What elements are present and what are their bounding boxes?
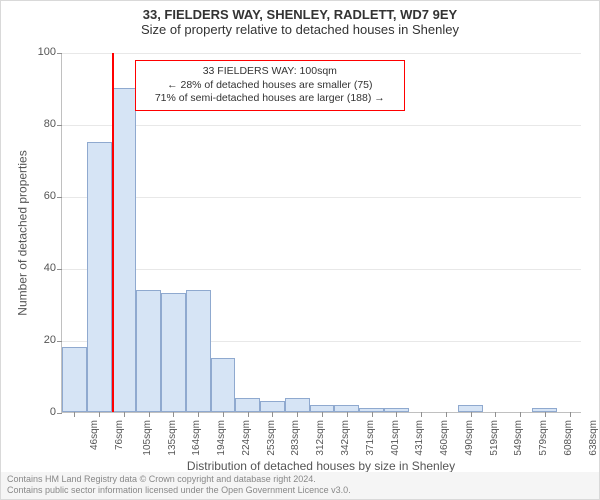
xtick-label: 253sqm bbox=[265, 420, 276, 456]
histogram-bar bbox=[136, 290, 161, 412]
y-axis-label: Number of detached properties bbox=[15, 53, 31, 413]
xtick-mark bbox=[124, 412, 125, 417]
xtick-mark bbox=[322, 412, 323, 417]
xtick-label: 638sqm bbox=[587, 420, 598, 456]
callout-line-2: ← 28% of detached houses are smaller (75… bbox=[144, 79, 396, 93]
histogram-bar bbox=[87, 142, 112, 412]
xtick-label: 283sqm bbox=[290, 420, 301, 456]
xtick-label: 460sqm bbox=[439, 420, 450, 456]
x-axis-label: Distribution of detached houses by size … bbox=[61, 459, 581, 473]
attribution-footer: Contains HM Land Registry data © Crown c… bbox=[1, 472, 599, 499]
histogram-bar bbox=[112, 88, 137, 412]
ytick-label: 80 bbox=[44, 118, 56, 130]
xtick-label: 135sqm bbox=[166, 420, 177, 456]
callout-line-1: 33 FIELDERS WAY: 100sqm bbox=[144, 65, 396, 79]
ytick-label: 0 bbox=[50, 406, 56, 418]
ytick-mark bbox=[57, 413, 62, 414]
ytick-mark bbox=[57, 269, 62, 270]
plot-area: 02040608010046sqm76sqm105sqm135sqm164sqm… bbox=[61, 53, 581, 413]
histogram-bar bbox=[260, 401, 285, 412]
histogram-bar bbox=[211, 358, 236, 412]
ytick-mark bbox=[57, 125, 62, 126]
attribution-line-2: Contains public sector information licen… bbox=[7, 485, 593, 496]
histogram-bar bbox=[285, 398, 310, 412]
xtick-mark bbox=[198, 412, 199, 417]
xtick-mark bbox=[173, 412, 174, 417]
xtick-mark bbox=[446, 412, 447, 417]
xtick-mark bbox=[99, 412, 100, 417]
xtick-mark bbox=[570, 412, 571, 417]
histogram-bar bbox=[458, 405, 483, 412]
xtick-mark bbox=[248, 412, 249, 417]
xtick-label: 312sqm bbox=[315, 420, 326, 456]
callout-line-3: 71% of semi-detached houses are larger (… bbox=[144, 92, 396, 106]
xtick-mark bbox=[272, 412, 273, 417]
xtick-label: 519sqm bbox=[488, 420, 499, 456]
xtick-label: 371sqm bbox=[365, 420, 376, 456]
histogram-bar bbox=[235, 398, 260, 412]
histogram-bar bbox=[310, 405, 335, 412]
gridline bbox=[62, 125, 581, 126]
ytick-mark bbox=[57, 197, 62, 198]
xtick-label: 76sqm bbox=[114, 420, 125, 450]
xtick-label: 490sqm bbox=[464, 420, 475, 456]
xtick-mark bbox=[74, 412, 75, 417]
gridline bbox=[62, 197, 581, 198]
ytick-mark bbox=[57, 341, 62, 342]
xtick-mark bbox=[471, 412, 472, 417]
xtick-label: 105sqm bbox=[142, 420, 153, 456]
page-title: 33, FIELDERS WAY, SHENLEY, RADLETT, WD7 … bbox=[1, 1, 599, 22]
ytick-label: 60 bbox=[44, 190, 56, 202]
ytick-label: 40 bbox=[44, 262, 56, 274]
histogram-bar bbox=[186, 290, 211, 412]
ytick-mark bbox=[57, 53, 62, 54]
xtick-label: 46sqm bbox=[89, 420, 100, 450]
ytick-label: 100 bbox=[38, 46, 56, 58]
subject-marker-line bbox=[112, 53, 114, 412]
xtick-mark bbox=[421, 412, 422, 417]
histogram-bar bbox=[334, 405, 359, 412]
callout-box: 33 FIELDERS WAY: 100sqm← 28% of detached… bbox=[135, 60, 405, 111]
xtick-mark bbox=[372, 412, 373, 417]
xtick-label: 401sqm bbox=[389, 420, 400, 456]
xtick-mark bbox=[223, 412, 224, 417]
xtick-label: 194sqm bbox=[216, 420, 227, 456]
xtick-mark bbox=[495, 412, 496, 417]
page-subtitle: Size of property relative to detached ho… bbox=[1, 22, 599, 41]
xtick-mark bbox=[520, 412, 521, 417]
xtick-label: 579sqm bbox=[538, 420, 549, 456]
xtick-mark bbox=[297, 412, 298, 417]
gridline bbox=[62, 53, 581, 54]
attribution-line-1: Contains HM Land Registry data © Crown c… bbox=[7, 474, 593, 485]
xtick-mark bbox=[396, 412, 397, 417]
xtick-label: 549sqm bbox=[513, 420, 524, 456]
xtick-mark bbox=[347, 412, 348, 417]
xtick-label: 608sqm bbox=[563, 420, 574, 456]
histogram-chart: 02040608010046sqm76sqm105sqm135sqm164sqm… bbox=[61, 53, 581, 413]
histogram-bar bbox=[161, 293, 186, 412]
gridline bbox=[62, 269, 581, 270]
xtick-label: 342sqm bbox=[340, 420, 351, 456]
histogram-bar bbox=[62, 347, 87, 412]
ytick-label: 20 bbox=[44, 334, 56, 346]
xtick-label: 164sqm bbox=[191, 420, 202, 456]
xtick-label: 431sqm bbox=[414, 420, 425, 456]
xtick-mark bbox=[149, 412, 150, 417]
xtick-label: 224sqm bbox=[241, 420, 252, 456]
xtick-mark bbox=[545, 412, 546, 417]
